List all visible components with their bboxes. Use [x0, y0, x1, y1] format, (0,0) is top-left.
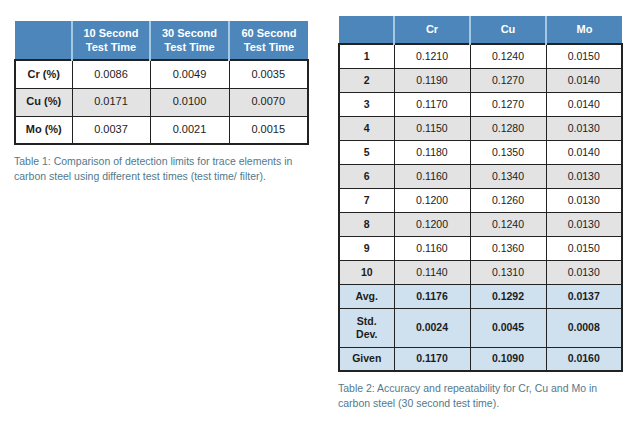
value-cell: 0.0086 — [72, 60, 150, 88]
value-cell: 0.0140 — [546, 140, 622, 164]
accuracy-repeatability-table: Cr Cu Mo 10.12100.12400.015020.11900.127… — [338, 16, 623, 372]
table2-body: 10.12100.12400.015020.11900.12700.014030… — [339, 44, 622, 371]
value-cell: 0.0140 — [546, 92, 622, 116]
value-cell: 0.0130 — [546, 116, 622, 140]
value-cell: 0.1200 — [394, 212, 470, 236]
row-label: Avg. — [339, 284, 394, 308]
row-label: 2 — [339, 68, 394, 92]
detection-limits-table: 10 Second Test Time 30 Second Test Time … — [14, 21, 309, 145]
table-row: 70.12000.12600.0130 — [339, 188, 622, 212]
value-cell: 0.0045 — [470, 308, 546, 347]
column-header-cu: Cu — [470, 16, 546, 44]
value-cell: 0.0140 — [546, 68, 622, 92]
value-cell: 0.1170 — [394, 347, 470, 371]
value-cell: 0.1160 — [394, 236, 470, 260]
value-cell: 0.1260 — [470, 188, 546, 212]
row-label: Std. Dev. — [339, 308, 394, 347]
row-label: 3 — [339, 92, 394, 116]
row-label: Cr (%) — [15, 60, 72, 88]
value-cell: 0.1200 — [394, 188, 470, 212]
table-row: 60.11600.13400.0130 — [339, 164, 622, 188]
value-cell: 0.1240 — [470, 212, 546, 236]
column-header-mo: Mo — [546, 16, 622, 44]
table-row: Given0.11700.10900.0160 — [339, 347, 622, 371]
value-cell: 0.1090 — [470, 347, 546, 371]
value-cell: 0.0008 — [546, 308, 622, 347]
value-cell: 0.1140 — [394, 260, 470, 284]
table-row: Cr (%)0.00860.00490.0035 — [15, 60, 308, 88]
column-header-cr: Cr — [394, 16, 470, 44]
value-cell: 0.0035 — [229, 60, 308, 88]
value-cell: 0.1270 — [470, 92, 546, 116]
value-cell: 0.0070 — [229, 88, 308, 116]
value-cell: 0.0100 — [150, 88, 229, 116]
row-label: 9 — [339, 236, 394, 260]
value-cell: 0.1350 — [470, 140, 546, 164]
value-cell: 0.1180 — [394, 140, 470, 164]
value-cell: 0.1240 — [470, 44, 546, 68]
table-row: 20.11900.12700.0140 — [339, 68, 622, 92]
row-label: 6 — [339, 164, 394, 188]
value-cell: 0.0137 — [546, 284, 622, 308]
column-header-60s: 60 Second Test Time — [229, 21, 308, 60]
table-row: Avg.0.11760.12920.0137 — [339, 284, 622, 308]
row-label: 4 — [339, 116, 394, 140]
table-row: 80.12000.12400.0130 — [339, 212, 622, 236]
row-label: Cu (%) — [15, 88, 72, 116]
table2-caption: Table 2: Accuracy and repeatability for … — [338, 381, 628, 411]
value-cell: 0.1190 — [394, 68, 470, 92]
value-cell: 0.1176 — [394, 284, 470, 308]
row-label: 8 — [339, 212, 394, 236]
value-cell: 0.1160 — [394, 164, 470, 188]
corner-cell — [339, 16, 394, 44]
header-row: 10 Second Test Time 30 Second Test Time … — [15, 21, 308, 60]
table1-body: Cr (%)0.00860.00490.0035Cu (%)0.01710.01… — [15, 60, 308, 144]
table-row: 100.11400.13100.0130 — [339, 260, 622, 284]
row-label: Given — [339, 347, 394, 371]
value-cell: 0.1280 — [470, 116, 546, 140]
table-row: 30.11700.12700.0140 — [339, 92, 622, 116]
value-cell: 0.0150 — [546, 44, 622, 68]
value-cell: 0.0015 — [229, 116, 308, 144]
value-cell: 0.1360 — [470, 236, 546, 260]
accuracy-repeatability-section: Cr Cu Mo 10.12100.12400.015020.11900.127… — [338, 16, 621, 411]
value-cell: 0.0150 — [546, 236, 622, 260]
row-label: 7 — [339, 188, 394, 212]
value-cell: 0.1270 — [470, 68, 546, 92]
column-header-30s: 30 Second Test Time — [150, 21, 229, 60]
value-cell: 0.0160 — [546, 347, 622, 371]
row-label: 10 — [339, 260, 394, 284]
table-row: Mo (%)0.00370.00210.0015 — [15, 116, 308, 144]
value-cell: 0.1150 — [394, 116, 470, 140]
value-cell: 0.0130 — [546, 260, 622, 284]
value-cell: 0.0130 — [546, 188, 622, 212]
table-row: Cu (%)0.01710.01000.0070 — [15, 88, 308, 116]
row-label: 1 — [339, 44, 394, 68]
table-row: 40.11500.12800.0130 — [339, 116, 622, 140]
value-cell: 0.0171 — [72, 88, 150, 116]
row-label: Mo (%) — [15, 116, 72, 144]
document-page: 10 Second Test Time 30 Second Test Time … — [0, 0, 642, 439]
header-row: Cr Cu Mo — [339, 16, 622, 44]
value-cell: 0.0021 — [150, 116, 229, 144]
value-cell: 0.0130 — [546, 164, 622, 188]
value-cell: 0.0049 — [150, 60, 229, 88]
value-cell: 0.1340 — [470, 164, 546, 188]
value-cell: 0.1292 — [470, 284, 546, 308]
value-cell: 0.0130 — [546, 212, 622, 236]
value-cell: 0.0024 — [394, 308, 470, 347]
column-header-10s: 10 Second Test Time — [72, 21, 150, 60]
detection-limits-section: 10 Second Test Time 30 Second Test Time … — [14, 21, 307, 184]
value-cell: 0.1170 — [394, 92, 470, 116]
table-row: 10.12100.12400.0150 — [339, 44, 622, 68]
table-row: Std. Dev.0.00240.00450.0008 — [339, 308, 622, 347]
value-cell: 0.0037 — [72, 116, 150, 144]
table1-caption: Table 1: Comparison of detection limits … — [14, 154, 316, 184]
value-cell: 0.1210 — [394, 44, 470, 68]
table-row: 50.11800.13500.0140 — [339, 140, 622, 164]
table-row: 90.11600.13600.0150 — [339, 236, 622, 260]
corner-cell — [15, 21, 72, 60]
value-cell: 0.1310 — [470, 260, 546, 284]
row-label: 5 — [339, 140, 394, 164]
